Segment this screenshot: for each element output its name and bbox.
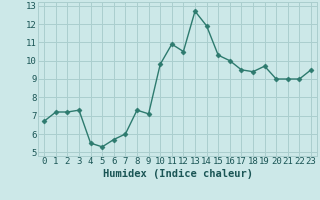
X-axis label: Humidex (Indice chaleur): Humidex (Indice chaleur) (103, 169, 252, 179)
